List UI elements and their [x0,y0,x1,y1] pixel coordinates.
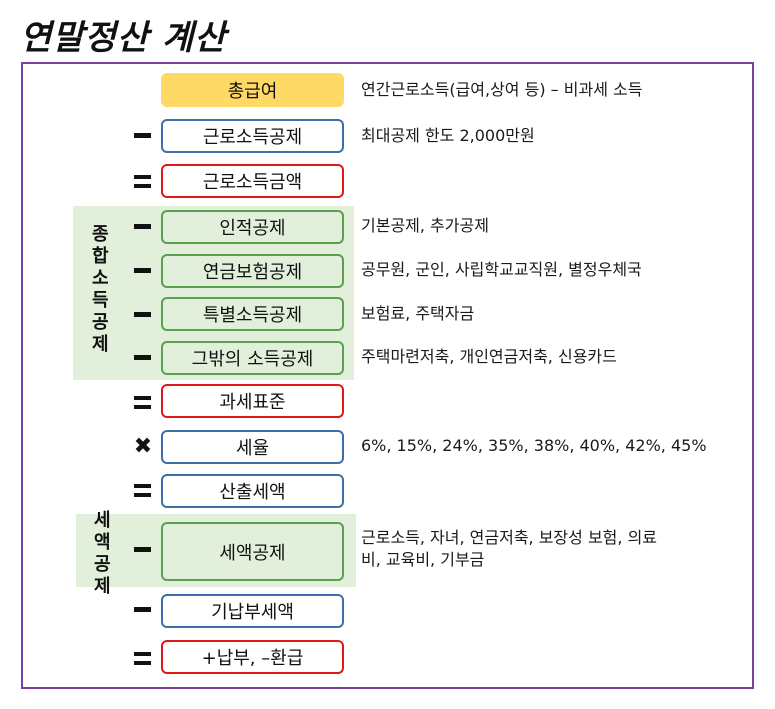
gross-salary-description: 연간근로소득(급여,상여 등) – 비과세 소득 [361,80,643,99]
special-income-description: 보험료, 주택자금 [361,304,475,323]
box-label: 세율 [235,438,270,459]
prepaid-tax-box: 기납부세액 [161,594,344,628]
tax-credit-description-line1: 근로소득, 자녀, 연금저축, 보장성 보험, 의료 [361,528,658,547]
box-label: 총급여 [227,81,278,102]
equals-operator [132,175,154,189]
gross-salary-box: 총급여 [161,73,344,107]
tax-credit-label: 세 액 공 제 [94,510,111,598]
minus-operator [132,355,154,361]
group-char: 합 [92,246,109,267]
personal-deduction-box: 인적공제 [161,210,344,244]
group-char: 공 [94,554,111,575]
earned-income-deduction-description: 최대공제 한도 2,000만원 [361,126,535,145]
minus-operator [132,268,154,274]
box-label: 기납부세액 [211,602,294,623]
minus-operator [132,607,154,613]
calculated-tax-box: 산출세액 [161,474,344,508]
box-label: 세액공제 [219,542,286,564]
tax-credit-description-line2: 비, 교육비, 기부금 [361,550,485,569]
group-char: 종 [92,224,109,245]
group-char: 제 [94,576,111,597]
box-label: 과세표준 [219,392,286,413]
other-income-deduction-box: 그밖의 소득공제 [161,341,344,375]
box-label: +납부, –환급 [201,648,304,669]
group-char: 세 [94,510,111,531]
box-label: 인적공제 [219,218,286,239]
minus-operator [132,224,154,230]
equals-operator [132,652,154,666]
box-label: 그밖의 소득공제 [191,349,314,370]
group-char: 제 [92,334,109,355]
diagram-frame [21,62,754,689]
multiply-operator: ✖ [133,434,153,459]
personal-deduction-description: 기본공제, 추가공제 [361,216,489,235]
pension-insurance-deduction-box: 연금보험공제 [161,254,344,288]
box-label: 근로소득공제 [202,127,303,148]
box-label: 산출세액 [219,482,286,503]
earned-income-deduction-box: 근로소득공제 [161,119,344,153]
tax-credit-box: 세액공제 [161,522,344,581]
group-char: 득 [92,290,109,311]
box-label: 특별소득공제 [202,305,303,326]
earned-income-amount-box: 근로소득금액 [161,164,344,198]
special-income-deduction-box: 특별소득공제 [161,297,344,331]
other-income-description: 주택마련저축, 개인연금저축, 신용카드 [361,347,617,366]
tax-rate-description: 6%, 15%, 24%, 35%, 38%, 40%, 42%, 45% [361,436,707,455]
minus-operator [132,312,154,318]
minus-operator [132,133,154,139]
box-label: 근로소득금액 [202,172,303,193]
group-char: 액 [94,532,111,553]
payment-refund-box: +납부, –환급 [161,640,344,674]
page-title: 연말정산 계산 [20,18,227,58]
comprehensive-deduction-label: 종 합 소 득 공 제 [92,224,109,356]
group-char: 공 [92,312,109,333]
tax-base-box: 과세표준 [161,384,344,418]
tax-rate-box: 세율 [161,430,344,464]
equals-operator [132,484,154,498]
equals-operator [132,396,154,410]
box-label: 연금보험공제 [202,262,303,283]
minus-operator [132,547,154,553]
pension-insurance-description: 공무원, 군인, 사립학교교직원, 별정우체국 [361,260,642,279]
group-char: 소 [92,268,109,289]
